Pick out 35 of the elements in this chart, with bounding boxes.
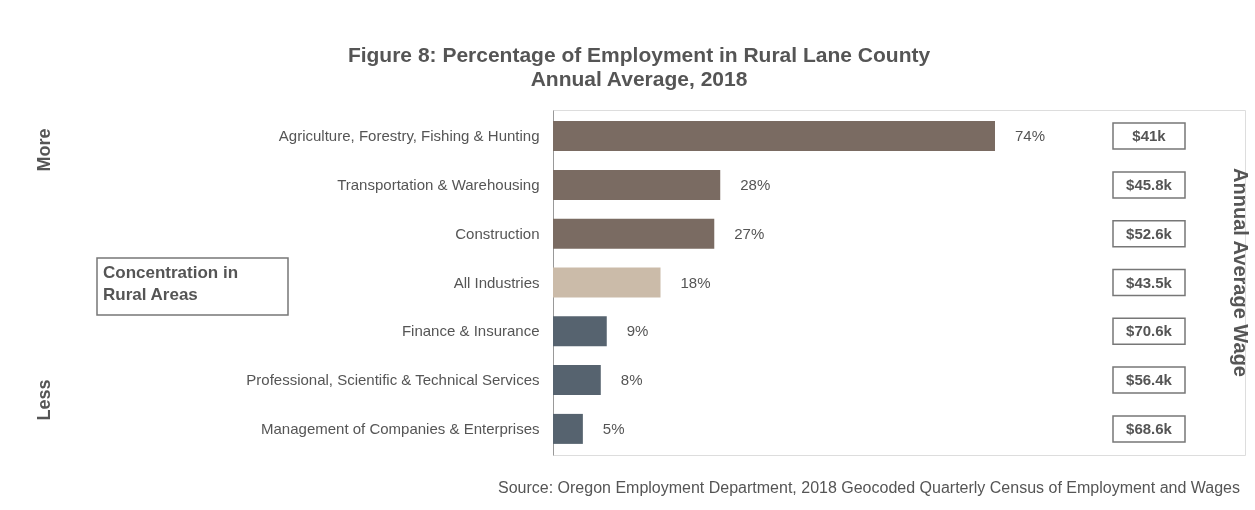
text: $56.4k [1126, 371, 1173, 389]
y-tick-label: Transportation & Warehousing [337, 175, 540, 193]
y-tick-label: Agriculture, Forestry, Fishing & Hunting [278, 127, 540, 145]
bar [553, 365, 601, 396]
bar [553, 413, 583, 444]
bar [553, 316, 607, 347]
chart-subtitle: Annual Average, 2018 [530, 67, 748, 90]
data-label: 5% [602, 419, 625, 437]
source-note: Source: Oregon Employment Department, 2018 Geocoded Quarterly Census of Employment and Wages [497, 479, 1240, 496]
text: $45.8k [1126, 175, 1173, 193]
data-label: 8% [620, 371, 643, 389]
data-label: 28% [740, 175, 771, 193]
bar [553, 218, 715, 249]
y-tick-label: Management of Companies & Enterprises [261, 419, 540, 437]
bar [553, 267, 661, 298]
bar [553, 121, 995, 152]
chart-title: Figure 8: Percentage of Employment in Rural Lane County [347, 43, 931, 66]
data-label: 18% [680, 273, 711, 291]
bar [553, 169, 721, 200]
text: $70.6k [1126, 322, 1173, 340]
data-label: 9% [626, 322, 649, 340]
text: Concentration in Rural Areas [103, 263, 239, 304]
y-tick-label: Finance & Insurance [401, 322, 540, 340]
text: Less [34, 379, 54, 421]
text: More [34, 128, 54, 172]
text: $43.5k [1126, 273, 1173, 291]
y-tick-label: All Industries [453, 273, 540, 291]
text: $68.6k [1126, 419, 1173, 437]
text: $41k [1132, 127, 1167, 145]
data-label: 74% [1015, 127, 1046, 145]
text: $52.6k [1126, 224, 1173, 242]
y-tick-label: Construction [455, 224, 540, 242]
y-tick-label: Professional, Scientific & Technical Services [246, 371, 540, 389]
text: Annual Average Wage [1230, 168, 1252, 377]
data-label: 27% [734, 224, 765, 242]
